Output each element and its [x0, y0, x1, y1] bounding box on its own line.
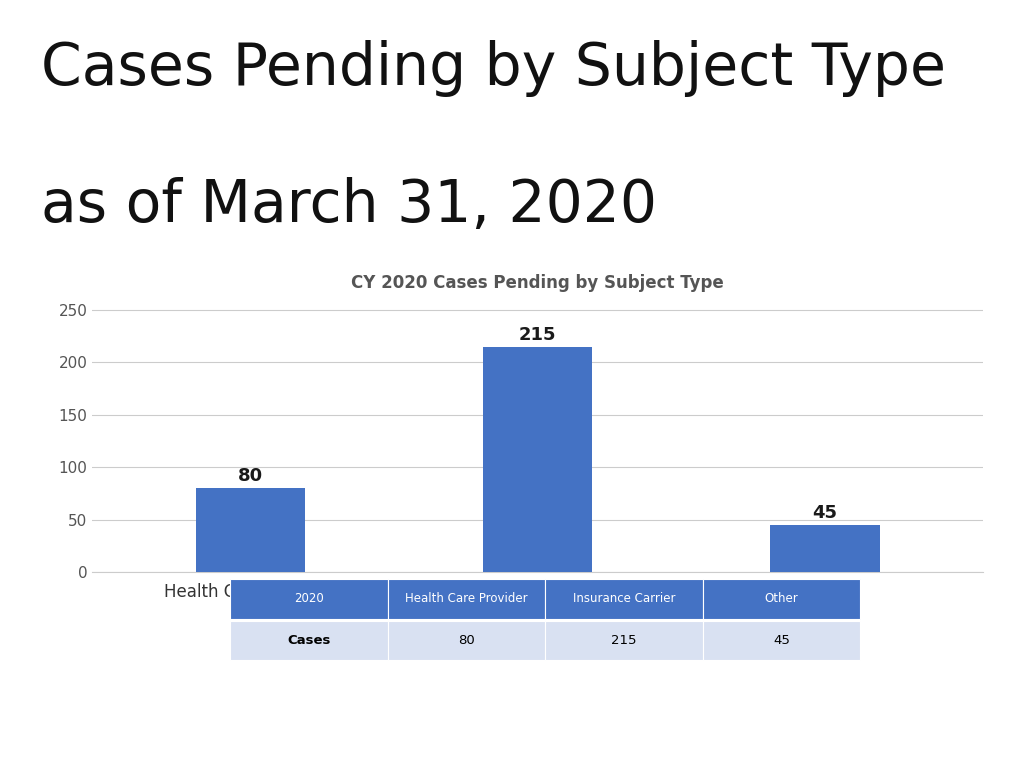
Text: 2020: 2020: [294, 592, 324, 605]
Bar: [770, 525, 880, 572]
Bar: [196, 488, 305, 572]
Bar: [230, 579, 388, 619]
Text: Division of Workers'
Compensation: Division of Workers' Compensation: [852, 720, 969, 751]
Bar: [388, 621, 545, 660]
Text: Cases Pending by Subject Type: Cases Pending by Subject Type: [41, 40, 946, 97]
Title: CY 2020 Cases Pending by Subject Type: CY 2020 Cases Pending by Subject Type: [351, 274, 724, 293]
Text: Insurance Carrier: Insurance Carrier: [572, 592, 675, 605]
Bar: [483, 346, 592, 572]
Bar: [545, 621, 702, 660]
Bar: [388, 579, 545, 619]
Text: 45: 45: [812, 504, 838, 521]
Text: 215: 215: [519, 326, 556, 343]
Text: Cases: Cases: [288, 634, 331, 647]
Text: 45: 45: [773, 634, 790, 647]
Text: TDI: TDI: [794, 720, 867, 758]
Text: 215: 215: [611, 634, 637, 647]
Text: Health Care Provider: Health Care Provider: [406, 592, 528, 605]
Text: Other: Other: [765, 592, 799, 605]
Text: 23: 23: [29, 727, 61, 751]
Text: 80: 80: [458, 634, 475, 647]
Bar: [230, 621, 388, 660]
Bar: [545, 579, 702, 619]
Bar: [702, 579, 860, 619]
Text: 80: 80: [238, 467, 263, 485]
Bar: [702, 621, 860, 660]
Text: as of March 31, 2020: as of March 31, 2020: [41, 177, 657, 234]
